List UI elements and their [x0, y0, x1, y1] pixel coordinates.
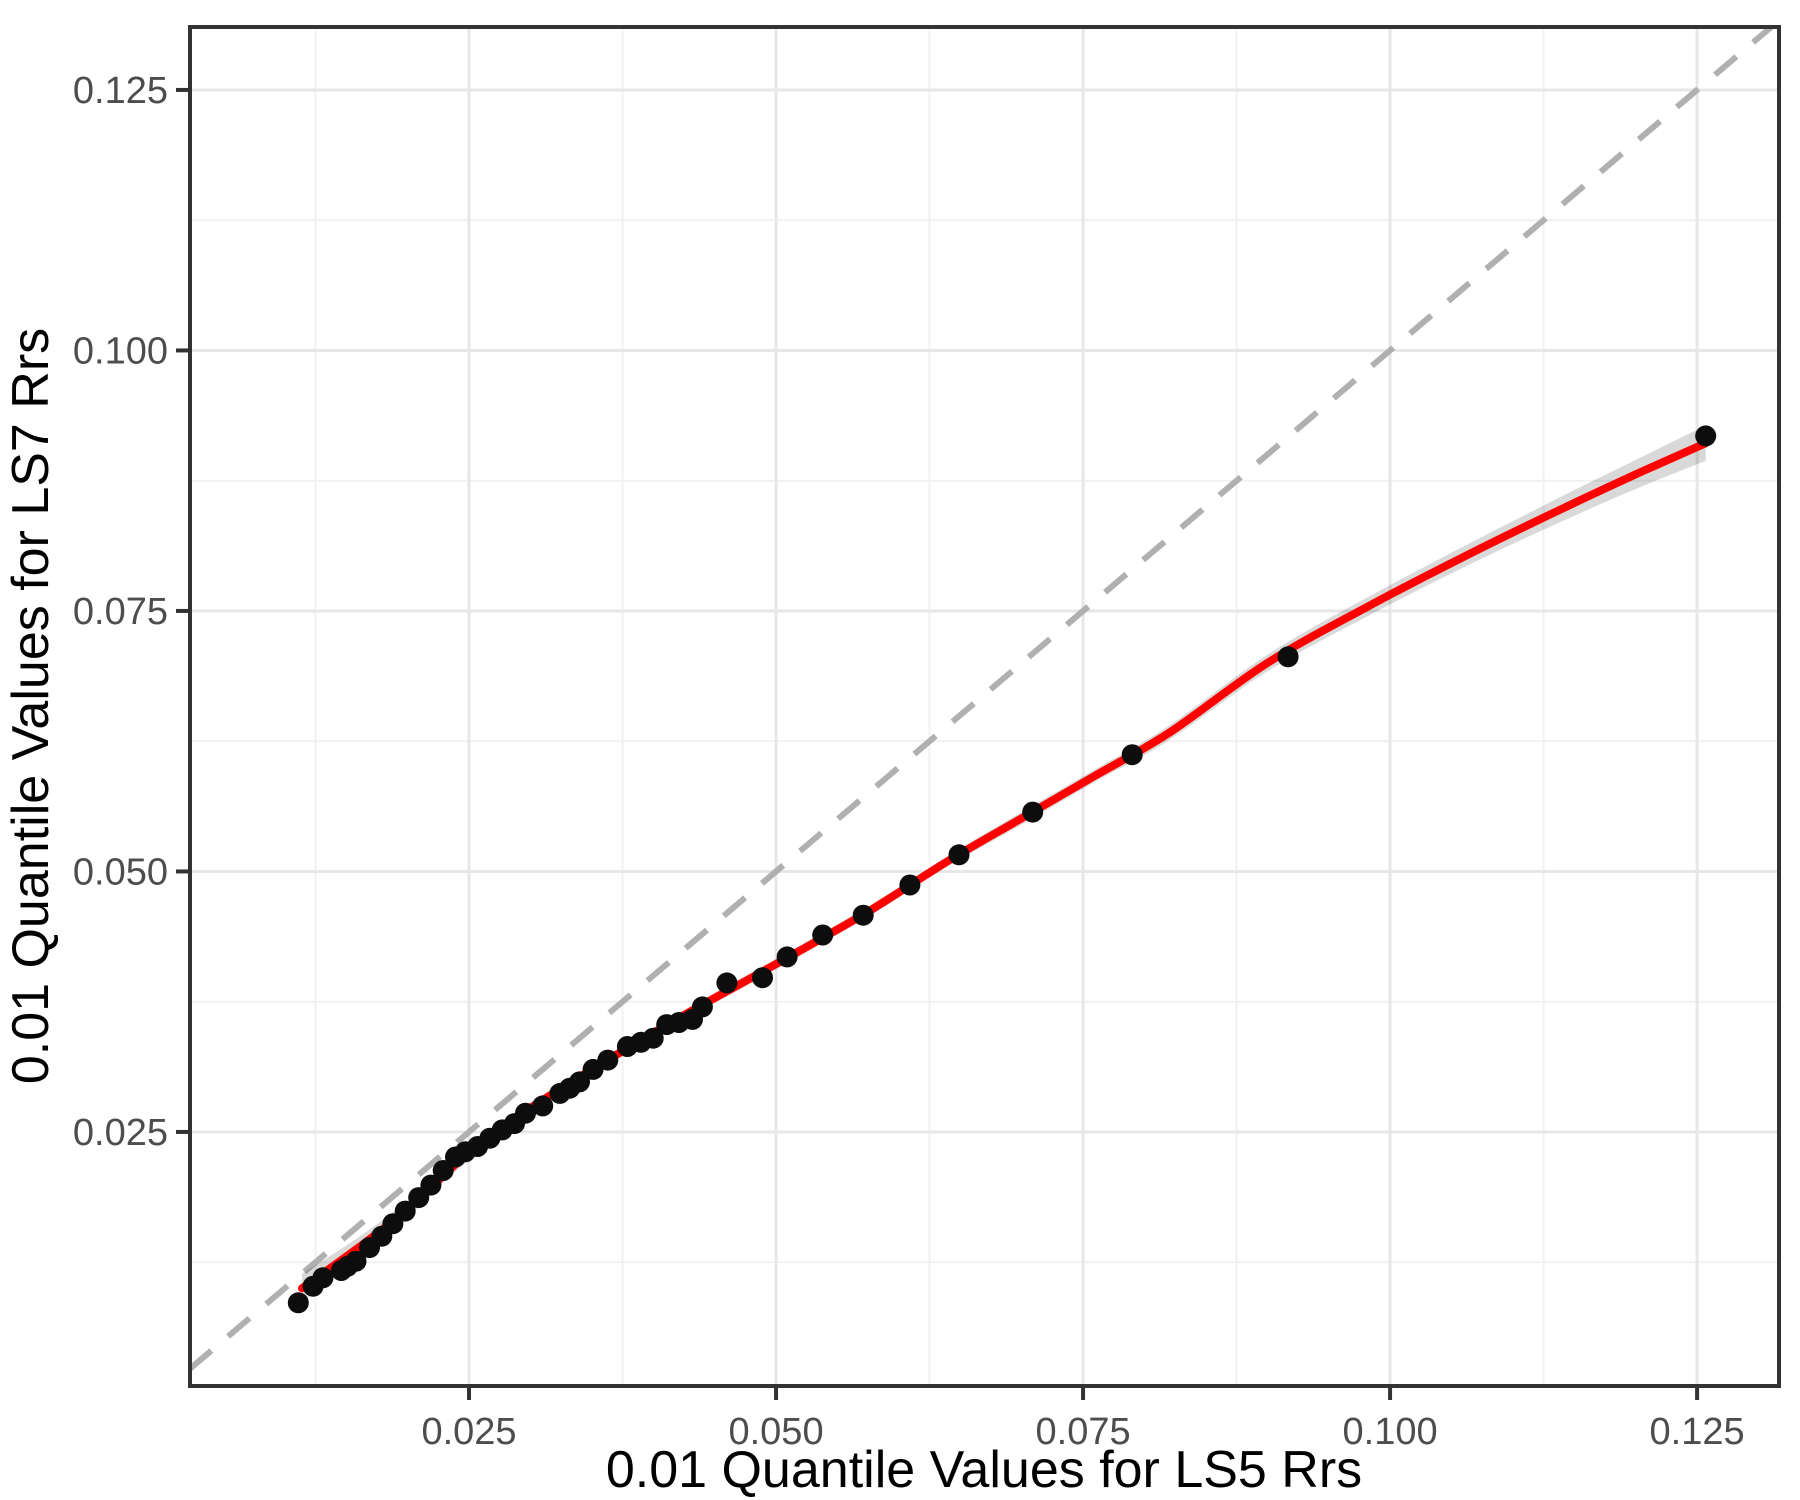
data-point [1022, 801, 1044, 823]
data-point [515, 1102, 536, 1124]
y-tick-label: 0.075 [73, 591, 168, 633]
data-point [1121, 744, 1143, 766]
data-point [287, 1292, 309, 1314]
x-tick-label: 0.050 [728, 1411, 823, 1453]
data-point [948, 844, 970, 866]
data-point [899, 874, 921, 896]
gridlines-minor [190, 27, 1779, 1386]
data-point [312, 1267, 334, 1289]
y-tick-label: 0.100 [73, 330, 168, 372]
y-tick-label: 0.050 [73, 851, 168, 893]
data-point [776, 946, 798, 968]
x-axis-title: 0.01 Quantile Values for LS5 Rrs [606, 1441, 1362, 1499]
data-point [394, 1200, 416, 1222]
data-point [716, 972, 738, 994]
x-tick-label: 0.100 [1343, 1411, 1438, 1453]
panel-border [188, 25, 1781, 1388]
y-tick-label: 0.125 [73, 70, 168, 112]
data-point [812, 924, 834, 946]
y-axis-title: 0.01 Quantile Values for LS7 Rrs [2, 328, 60, 1084]
y-axis-tick-marks [176, 87, 190, 1134]
data-point [345, 1250, 367, 1272]
data-point [597, 1049, 619, 1071]
y-tick-label: 0.025 [73, 1112, 168, 1154]
y-axis-tick-labels: 0.025 0.050 0.075 0.100 0.125 [73, 70, 168, 1154]
data-point [420, 1174, 442, 1196]
x-axis-tick-labels: 0.025 0.050 0.075 0.100 0.125 [421, 1411, 1744, 1453]
x-axis-tick-marks [467, 1386, 1700, 1400]
data-point [1277, 646, 1299, 668]
smooth-fit-line [298, 439, 1710, 1293]
x-tick-label: 0.125 [1650, 1411, 1745, 1453]
gridlines-major [190, 27, 1779, 1386]
x-tick-label: 0.075 [1036, 1411, 1131, 1453]
data-point [569, 1071, 590, 1093]
data-point [642, 1027, 664, 1049]
data-point [1695, 425, 1717, 447]
data-point [852, 904, 874, 926]
data-point [432, 1160, 454, 1181]
data-point [691, 996, 713, 1018]
confidence-ribbon [302, 425, 1706, 1303]
identity-reference-line [188, 24, 1774, 1371]
x-tick-label: 0.025 [421, 1411, 516, 1453]
data-points [287, 425, 1717, 1314]
data-point [752, 967, 773, 989]
data-point [532, 1095, 554, 1117]
